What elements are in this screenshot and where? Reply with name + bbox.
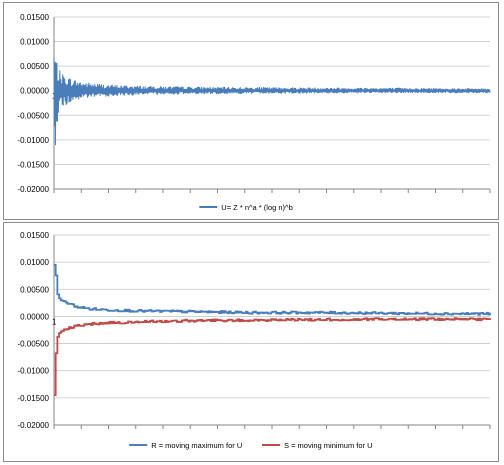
series-line-r — [54, 263, 491, 316]
y-tick-label: -0.02000 — [17, 421, 49, 430]
y-tick-label: -0.01500 — [17, 394, 49, 403]
y-tick-label: 0.00000 — [20, 87, 49, 96]
legend-label: R = moving maximum for U — [151, 441, 242, 450]
chart-panel-top: 0.01500 0.01000 0.00500 0.00000 -0.00500 -0.0… — [3, 2, 499, 220]
y-tick-label: 0.00500 — [20, 62, 49, 71]
y-tick-label: 0.01000 — [20, 38, 49, 47]
series-line-s — [54, 317, 491, 397]
chart-panel-bottom: 0.01500 0.01000 0.00500 0.00000 -0.00500 -0.0… — [3, 222, 499, 462]
chart-top-svg: 0.01500 0.01000 0.00500 0.00000 -0.00500 -0.0… — [17, 13, 491, 212]
legend: U= Z * n^a * (log n)^b — [199, 203, 293, 212]
y-tick-label: 0.00500 — [20, 285, 49, 294]
chart-bottom-svg: 0.01500 0.01000 0.00500 0.00000 -0.00500 -0.0… — [17, 231, 491, 450]
y-tick-label: -0.02000 — [17, 185, 49, 194]
x-start-label: 1 — [52, 317, 57, 326]
y-tick-label: -0.01000 — [17, 367, 49, 376]
y-tick-label: -0.01000 — [17, 136, 49, 145]
y-tick-label: 0.01000 — [20, 258, 49, 267]
series-line-u — [53, 56, 491, 146]
y-tick-label: 0.01500 — [20, 231, 49, 240]
legend-label: S = moving minimum for U — [284, 441, 373, 450]
y-tick-label: 0.00000 — [20, 312, 49, 321]
legend-label: U= Z * n^a * (log n)^b — [221, 203, 292, 212]
y-tick-label: -0.00500 — [17, 111, 49, 120]
y-tick-label: 0.01500 — [20, 13, 49, 22]
legend: R = moving maximum for U S = moving minim… — [129, 441, 373, 450]
y-tick-label: -0.00500 — [17, 340, 49, 349]
y-tick-label: -0.01500 — [17, 160, 49, 169]
